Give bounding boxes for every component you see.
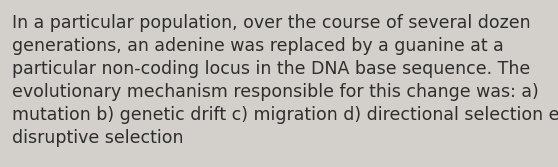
Text: disruptive selection: disruptive selection [12,129,184,147]
Text: evolutionary mechanism responsible for this change was: a): evolutionary mechanism responsible for t… [12,83,539,101]
Text: generations, an adenine was replaced by a guanine at a: generations, an adenine was replaced by … [12,37,504,55]
Text: mutation b) genetic drift c) migration d) directional selection e): mutation b) genetic drift c) migration d… [12,106,558,124]
Text: In a particular population, over the course of several dozen: In a particular population, over the cou… [12,14,531,32]
Text: particular non-coding locus in the DNA base sequence. The: particular non-coding locus in the DNA b… [12,60,530,78]
